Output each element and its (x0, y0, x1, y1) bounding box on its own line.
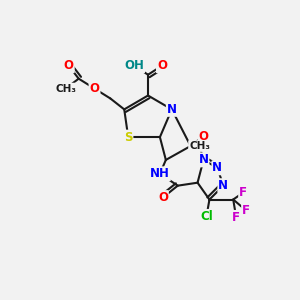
Text: F: F (239, 186, 247, 199)
Text: O: O (199, 130, 208, 142)
Text: O: O (89, 82, 100, 95)
Text: O: O (157, 59, 167, 72)
Text: N: N (212, 161, 222, 174)
Text: F: F (232, 211, 240, 224)
Text: S: S (124, 130, 133, 144)
Text: N: N (218, 179, 228, 192)
Text: F: F (242, 204, 250, 217)
Text: OH: OH (124, 59, 144, 72)
Text: N: N (199, 153, 208, 167)
Text: O: O (64, 59, 74, 72)
Text: O: O (158, 191, 168, 204)
Text: N: N (167, 103, 177, 116)
Text: Cl: Cl (200, 210, 213, 223)
Text: CH₃: CH₃ (189, 141, 210, 151)
Text: NH: NH (150, 167, 170, 180)
Text: CH₃: CH₃ (55, 84, 76, 94)
